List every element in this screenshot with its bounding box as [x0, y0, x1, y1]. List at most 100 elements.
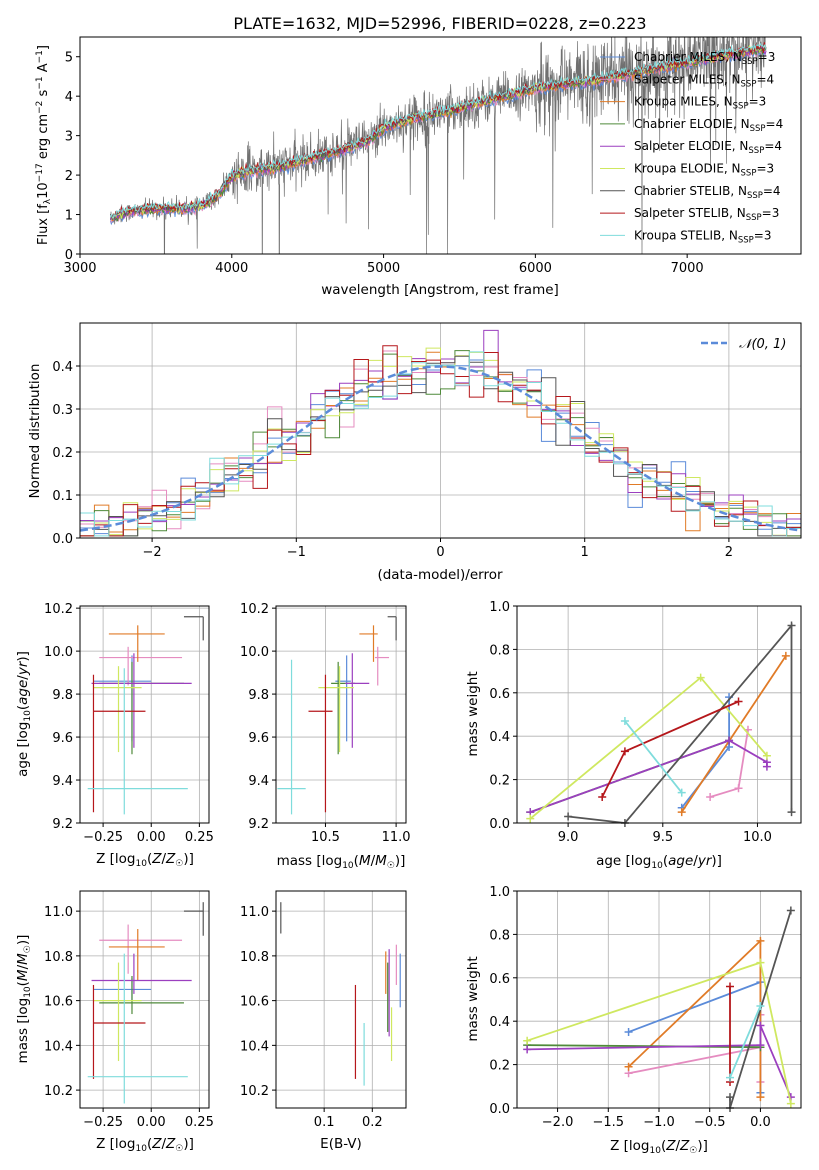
y-tick-label: 9.6 — [248, 731, 269, 746]
age-vs-mass-plot: 10.5 11.0 9.2 9.4 9.6 9.8 10.0 10.2 mass [log10… — [240, 602, 411, 871]
spectrum-ylabel: Flux [fλ10−17 erg cm−2 s−1 A−1] — [35, 45, 53, 245]
x-tick-label: 9.0 — [558, 830, 579, 845]
mass-ebv-errorbars — [280, 902, 401, 1086]
legend-label-chabrier-elodie: Chabrier ELODIE, NSSP=4 — [634, 117, 783, 134]
y-tick-label: 0.1 — [52, 489, 73, 504]
y-tick-label: 0.4 — [489, 730, 510, 745]
weight-marker-salpeter-elodie — [523, 1045, 532, 1054]
mass-z-xlabel: Z [log10(Z/Z☉)] — [96, 1136, 194, 1154]
x-tick-label: 0.0 — [750, 1115, 771, 1130]
y-tick-label: 0.2 — [52, 446, 73, 461]
weight-marker-kroupa-miles — [756, 936, 765, 945]
weight-age-grid — [517, 605, 801, 824]
x-tick-label: 5000 — [367, 261, 400, 276]
x-tick-label: 0 — [436, 545, 444, 560]
weight-marker-kroupa-elodie — [696, 673, 705, 682]
weight-marker-salpeter-stelib — [620, 747, 629, 756]
weight-line-chabrier-elodie — [527, 1044, 761, 1049]
y-tick-label: 10.8 — [240, 950, 269, 965]
age-z-errorbars — [87, 616, 204, 815]
x-tick-label: 0.1 — [314, 1115, 335, 1130]
legend-label-chabrier-miles: Chabrier MILES, NSSP=3 — [634, 50, 775, 67]
y-tick-label: 5 — [65, 51, 73, 66]
weight-marker-chabrier-stelib — [787, 808, 796, 817]
weight-marker-salpeter-stelib — [726, 982, 734, 991]
y-tick-label: 1 — [65, 209, 73, 224]
weight-z-ticks: −2.0 −1.5 −1.0 −0.5 0.0 0.0 0.2 0.4 0.6 0.8 1.0 — [489, 885, 770, 1130]
spectrum-legend: Chabrier MILES, NSSP=3 Salpeter MILES, NS… — [600, 50, 783, 245]
weight-age-ticks: 9.0 9.5 10.0 0.0 0.2 0.4 0.6 0.8 1.0 — [489, 600, 772, 845]
x-tick-label: 4000 — [215, 261, 248, 276]
legend-label-kroupa-elodie: Kroupa ELODIE, NSSP=3 — [634, 162, 774, 179]
y-tick-label: 10.2 — [44, 602, 73, 617]
legend-label-chabrier-stelib: Chabrier STELIB, NSSP=4 — [634, 184, 781, 201]
spectrum-axes-frame — [79, 36, 802, 255]
legend-label-kroupa-stelib: Kroupa STELIB, NSSP=3 — [634, 228, 772, 245]
figure-title: PLATE=1632, MJD=52996, FIBERID=0228, z=0… — [233, 14, 646, 33]
x-tick-label: 9.5 — [652, 830, 673, 845]
weight-marker-salpeter-elodie — [756, 1041, 765, 1050]
weight-vs-metallicity-plot: −2.0 −1.5 −1.0 −0.5 0.0 0.0 0.2 0.4 0.6 0.8 1.0 Z … — [465, 885, 802, 1156]
spectrum-xlabel: wavelength [Angstrom, rest frame] — [321, 282, 559, 298]
y-tick-label: 10.2 — [44, 1084, 73, 1099]
age-mass-grid — [276, 606, 406, 824]
x-tick-label: −1.0 — [643, 1115, 675, 1130]
mass-vs-ebv-plot: 0.1 0.2 10.2 10.4 10.6 10.8 11.0 E(B-V) — [240, 890, 407, 1152]
x-tick-label: 10.5 — [311, 830, 340, 845]
weight-line-kroupa-stelib — [729, 1005, 762, 1078]
residual-histogram-plot: −2 −1 0 1 2 0.0 0.1 0.2 0.3 0.4 (data-model)/erro… — [27, 322, 802, 583]
y-tick-label: 9.2 — [52, 817, 73, 832]
x-tick-label: −0.25 — [83, 1115, 123, 1130]
y-tick-label: 10.6 — [240, 995, 269, 1010]
weight-marker-kroupa-stelib — [620, 717, 629, 726]
age-z-grid — [80, 606, 209, 824]
mass-ebv-grid — [276, 891, 406, 1108]
weight-marker-salpeter-elodie — [762, 762, 771, 771]
x-tick-label: 0.2 — [362, 1115, 383, 1130]
weight-age-axes-frame — [516, 605, 802, 824]
y-tick-label: 0.4 — [52, 360, 73, 375]
residual-ylabel: Normed distribution — [27, 364, 43, 499]
weight-marker-kroupa-stelib — [756, 1002, 765, 1011]
gaussian-reference-curve — [79, 365, 802, 532]
x-tick-label: −0.25 — [83, 830, 123, 845]
weight-marker-kroupa-elodie — [762, 751, 771, 760]
x-tick-label: −1 — [287, 545, 306, 560]
weight-marker-kroupa-stelib — [726, 1073, 734, 1082]
y-tick-label: 11.0 — [44, 905, 73, 920]
legend-label-salpeter-stelib: Salpeter STELIB, NSSP=3 — [634, 206, 779, 223]
weight-marker-salpeter-stelib — [734, 697, 743, 706]
y-tick-label: 0.3 — [52, 403, 73, 418]
weight-marker-chabrier-stelib — [564, 812, 573, 821]
y-tick-label: 0.0 — [489, 1102, 510, 1117]
mass-z-ylabel: mass [log10(M/M☉)] — [15, 935, 33, 1064]
y-tick-label: 9.6 — [52, 731, 73, 746]
y-tick-label: 10.8 — [44, 950, 73, 965]
y-tick-label: 10.6 — [44, 995, 73, 1010]
y-tick-label: 1.0 — [489, 600, 510, 615]
x-tick-label: 6000 — [519, 261, 552, 276]
legend-label-salpeter-miles: Salpeter MILES, NSSP=4 — [634, 72, 774, 89]
weight-marker-kroupa-elodie — [756, 958, 765, 967]
weight-marker-kroupa-miles — [677, 808, 686, 817]
residual-ticks: −2 −1 0 1 2 0.0 0.1 0.2 0.3 0.4 — [52, 360, 733, 560]
y-tick-label: 0 — [65, 248, 73, 263]
x-tick-label: 11.0 — [382, 830, 411, 845]
y-tick-label: 1.0 — [489, 885, 510, 900]
weight-z-xlabel: Z [log10(Z/Z☉)] — [610, 1138, 708, 1156]
mass-ebv-axes-frame — [275, 890, 407, 1109]
y-tick-label: 9.8 — [248, 688, 269, 703]
mass-z-errorbars — [87, 902, 204, 1104]
y-tick-label: 10.0 — [240, 645, 269, 660]
weight-vs-age-plot: 9.0 9.5 10.0 0.0 0.2 0.4 0.6 0.8 1.0 age [log10(… — [465, 600, 802, 871]
x-tick-label: 7000 — [671, 261, 704, 276]
mass-z-axes-frame — [79, 890, 210, 1109]
x-tick-label: 0.00 — [137, 830, 166, 845]
spectrum-series-group — [109, 37, 767, 254]
weight-marker-kroupa-elodie — [526, 814, 535, 823]
weight-z-grid — [517, 890, 801, 1109]
weight-marker-chabrier-stelib — [786, 906, 795, 915]
weight-marker-kroupa-miles — [624, 1062, 633, 1071]
residual-legend: 𝒩(0, 1) — [701, 337, 786, 352]
